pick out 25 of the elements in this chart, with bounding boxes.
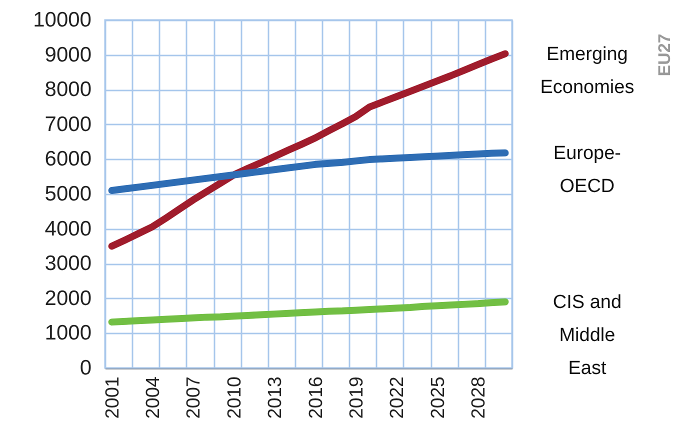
x-tick-label: 2013 bbox=[265, 376, 286, 419]
x-tick-label: 2007 bbox=[184, 376, 205, 419]
x-tick-label: 2010 bbox=[224, 376, 246, 419]
y-tick-label: 4000 bbox=[44, 217, 92, 240]
y-tick-label: 1000 bbox=[44, 322, 92, 345]
y-tick-label: 3000 bbox=[44, 252, 92, 276]
x-tick-label: 2016 bbox=[306, 376, 327, 419]
y-tick-label: 0 bbox=[80, 356, 92, 380]
text: EU27 bbox=[655, 34, 674, 76]
y-tick-label: 2000 bbox=[44, 286, 92, 310]
y-tick-label: 8000 bbox=[44, 78, 92, 102]
x-tick-label: 2019 bbox=[346, 376, 368, 419]
text: CIS and Middle East bbox=[552, 292, 622, 379]
x-tick-label: 2004 bbox=[142, 376, 164, 419]
y-tick-label: 9000 bbox=[44, 43, 92, 66]
x-tick-label: 2022 bbox=[387, 376, 408, 419]
series-label: Emerging Economies bbox=[540, 44, 634, 98]
y-tick-label: 7000 bbox=[44, 112, 92, 136]
x-tick-label: 2001 bbox=[102, 376, 124, 419]
x-tick-label: 2025 bbox=[428, 376, 449, 419]
text: Europe- OECD bbox=[553, 142, 622, 197]
y-tick-label: 5000 bbox=[44, 182, 92, 206]
y-tick-label: 10000 bbox=[33, 8, 92, 32]
x-tick-label: 2028 bbox=[468, 376, 490, 419]
y-tick-label: 6000 bbox=[44, 148, 92, 171]
